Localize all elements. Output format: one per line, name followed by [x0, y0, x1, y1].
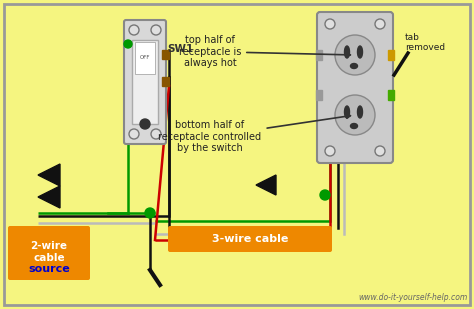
Polygon shape — [256, 175, 276, 195]
Circle shape — [320, 190, 330, 200]
Text: source: source — [28, 264, 70, 274]
Bar — [162, 50, 169, 59]
Text: SW1: SW1 — [167, 44, 193, 54]
Ellipse shape — [345, 106, 349, 118]
Bar — [316, 50, 322, 60]
Text: 2-wire
cable: 2-wire cable — [30, 241, 67, 263]
Bar — [316, 90, 322, 100]
Ellipse shape — [345, 46, 349, 58]
FancyBboxPatch shape — [168, 226, 332, 252]
Bar — [135, 42, 155, 74]
Circle shape — [335, 95, 375, 135]
Circle shape — [140, 119, 150, 129]
Circle shape — [151, 129, 161, 139]
Text: top half of
receptacle is
always hot: top half of receptacle is always hot — [179, 35, 350, 68]
Circle shape — [129, 129, 139, 139]
Ellipse shape — [357, 106, 363, 118]
Ellipse shape — [357, 46, 363, 58]
Text: OFF: OFF — [140, 54, 150, 60]
Text: tab
removed: tab removed — [405, 33, 445, 53]
Circle shape — [151, 25, 161, 35]
FancyBboxPatch shape — [8, 226, 90, 280]
Circle shape — [325, 146, 335, 156]
Polygon shape — [38, 164, 60, 186]
Bar — [388, 90, 394, 100]
Circle shape — [124, 40, 132, 48]
Circle shape — [325, 19, 335, 29]
Ellipse shape — [350, 64, 357, 69]
Circle shape — [145, 208, 155, 218]
Circle shape — [129, 25, 139, 35]
Ellipse shape — [350, 124, 357, 129]
FancyBboxPatch shape — [317, 12, 393, 163]
Circle shape — [335, 35, 375, 75]
Text: www.do-it-yourself-help.com: www.do-it-yourself-help.com — [359, 293, 468, 302]
Polygon shape — [38, 186, 60, 208]
Text: 3-wire cable: 3-wire cable — [212, 234, 288, 244]
FancyBboxPatch shape — [124, 20, 166, 144]
Bar — [388, 50, 394, 60]
Circle shape — [375, 19, 385, 29]
Bar — [132, 40, 158, 124]
Circle shape — [375, 146, 385, 156]
Text: bottom half of
receptacle controlled
by the switch: bottom half of receptacle controlled by … — [158, 114, 350, 153]
Bar — [162, 77, 169, 86]
